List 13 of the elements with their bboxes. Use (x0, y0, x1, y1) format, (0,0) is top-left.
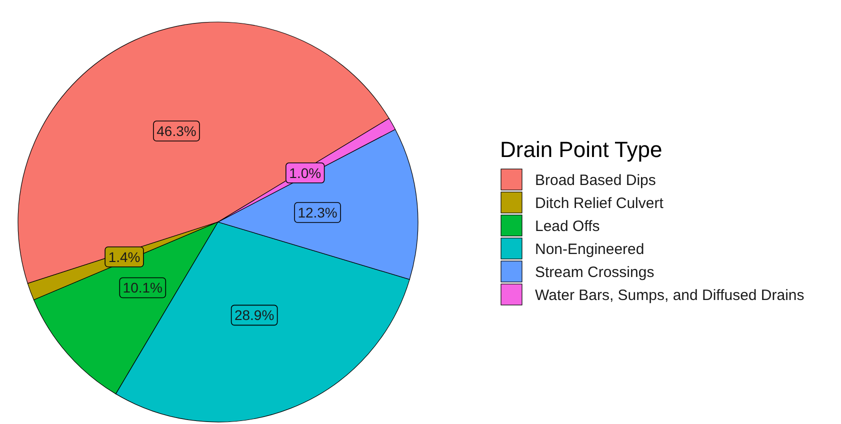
legend-label: Ditch Relief Culvert (535, 195, 664, 212)
data-label: 1.0% (289, 164, 322, 181)
legend-label: Broad Based Dips (535, 172, 656, 189)
legend-label: Water Bars, Sumps, and Diffused Drains (535, 287, 804, 304)
data-label: 28.9% (234, 307, 274, 324)
legend-title: Drain Point Type (500, 137, 662, 162)
data-label: 10.1% (122, 280, 162, 296)
legend-label: Stream Crossings (535, 264, 654, 281)
legend-label: Non-Engineered (535, 241, 644, 258)
legend-label: Lead Offs (535, 218, 600, 235)
data-label: 46.3% (156, 123, 196, 140)
data-label: 1.4% (108, 248, 140, 265)
data-label: 12.3% (298, 204, 338, 220)
